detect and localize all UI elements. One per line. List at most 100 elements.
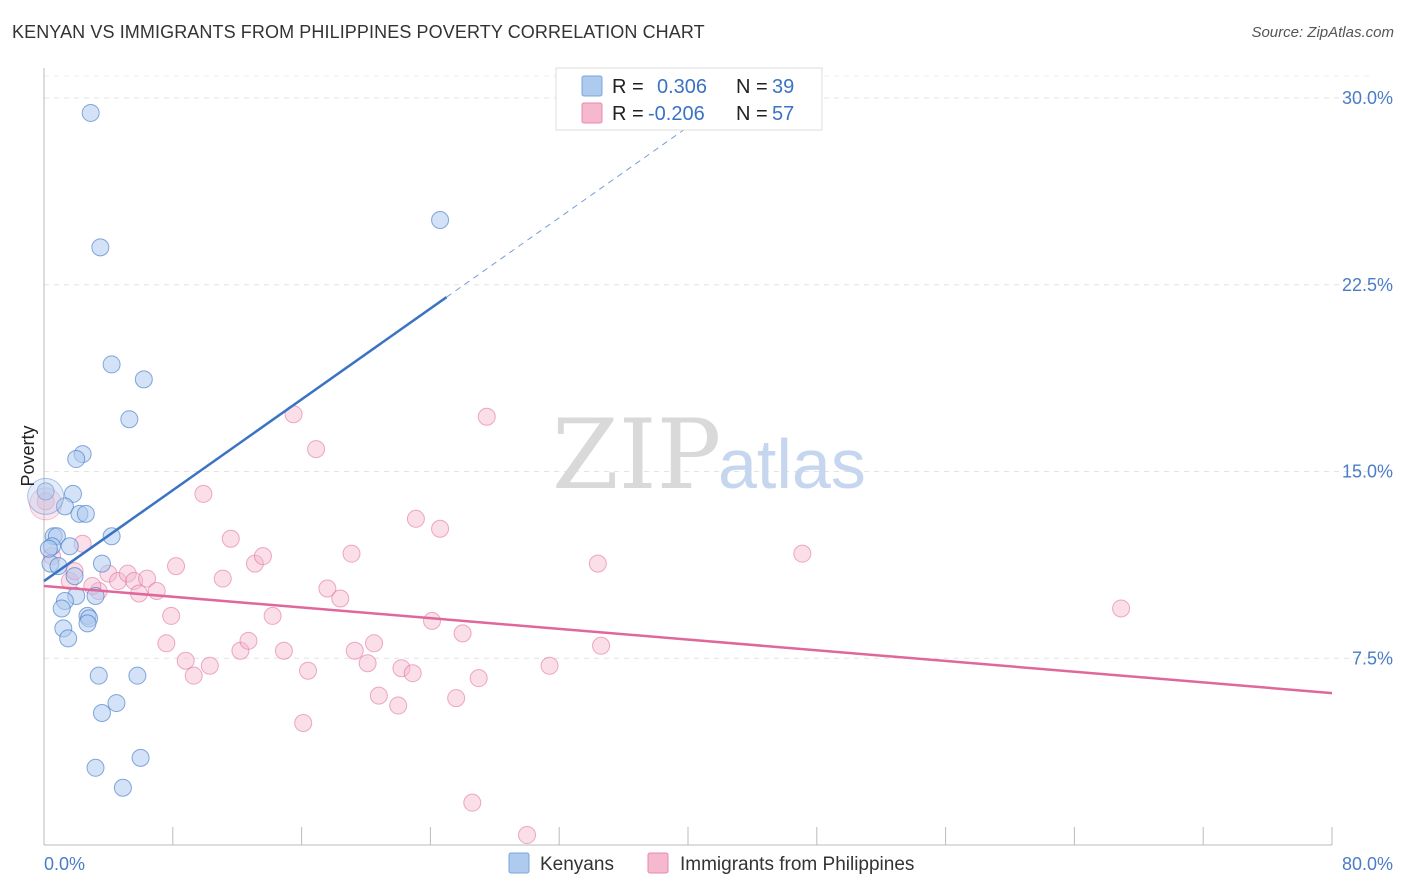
bottom-legend-label-kenyans: Kenyans <box>540 854 614 875</box>
data-point-philippines <box>118 564 137 583</box>
data-point-philippines <box>392 659 411 678</box>
data-point-kenyans <box>91 238 110 257</box>
watermark: ZIP atlas <box>552 399 866 511</box>
series-kenyans-points <box>27 103 450 797</box>
chart-title: KENYAN VS IMMIGRANTS FROM PHILIPPINES PO… <box>12 22 705 42</box>
data-point-kenyans <box>92 704 111 723</box>
data-point-philippines <box>263 606 282 625</box>
data-point-kenyans <box>55 497 74 516</box>
x-axis-ticks <box>43 827 1333 845</box>
data-point-kenyans <box>102 355 121 374</box>
legend-n-label-philippines: N = <box>736 103 768 125</box>
trend-line-kenyans <box>43 296 448 583</box>
data-point-kenyans <box>102 527 121 546</box>
bottom-legend-swatch-philippines <box>647 852 669 874</box>
data-point-philippines <box>447 689 466 708</box>
legend-swatch-philippines <box>581 102 603 124</box>
data-point-philippines <box>477 407 496 426</box>
data-point-kenyans <box>67 450 86 469</box>
data-point-kenyans-cluster <box>27 477 65 515</box>
y-tick-label: 7.5% <box>1352 648 1393 668</box>
data-point-kenyans <box>431 211 450 230</box>
data-point-philippines <box>423 611 442 630</box>
legend-r-value-kenyans: 0.306 <box>657 76 707 98</box>
data-point-kenyans <box>65 567 84 586</box>
legend-swatch-kenyans <box>581 75 603 97</box>
data-point-kenyans <box>92 554 111 573</box>
data-point-philippines <box>431 519 450 538</box>
watermark-zip: ZIP <box>552 399 721 511</box>
data-point-philippines <box>793 544 812 563</box>
data-point-kenyans <box>36 482 55 501</box>
data-point-kenyans <box>76 504 95 523</box>
y-axis-label: Poverty <box>18 425 38 486</box>
data-point-philippines <box>274 641 293 660</box>
data-point-philippines <box>331 589 350 608</box>
data-point-philippines <box>406 509 425 528</box>
data-point-kenyans <box>60 537 79 556</box>
data-point-philippines <box>162 606 181 625</box>
data-point-philippines <box>592 636 611 655</box>
data-point-philippines <box>109 572 128 591</box>
data-point-kenyans <box>107 694 126 713</box>
data-point-philippines <box>138 569 157 588</box>
data-point-philippines <box>167 557 186 576</box>
x-tick-label-min: 0.0% <box>44 854 85 874</box>
data-point-philippines <box>342 544 361 563</box>
data-point-philippines <box>389 696 408 715</box>
legend-r-value-philippines: -0.206 <box>648 103 705 125</box>
data-point-philippines <box>239 631 258 650</box>
data-point-philippines <box>299 661 318 680</box>
data-point-philippines <box>176 651 195 670</box>
watermark-atlas: atlas <box>718 425 866 503</box>
data-point-philippines <box>184 666 203 685</box>
data-point-kenyans <box>89 666 108 685</box>
data-point-philippines <box>453 624 472 643</box>
data-point-kenyans <box>120 410 139 429</box>
data-point-philippines <box>518 826 536 845</box>
data-point-kenyans <box>59 629 78 648</box>
data-point-kenyans <box>52 599 71 618</box>
data-point-philippines <box>307 440 326 459</box>
data-point-philippines <box>200 656 219 675</box>
bottom-legend-swatch-kenyans <box>508 852 530 874</box>
y-axis-tick-labels: 7.5% 15.0% 22.5% 30.0% <box>1342 88 1393 668</box>
data-point-philippines <box>469 669 488 688</box>
legend-r-label-philippines: R = <box>612 103 644 125</box>
trend-line-kenyans-extension <box>446 126 689 298</box>
correlation-legend: R = 0.306 N = 39 R = -0.206 N = 57 <box>555 67 823 131</box>
data-point-philippines <box>294 713 313 732</box>
data-point-kenyans <box>86 758 105 777</box>
series-legend: Kenyans Immigrants from Philippines <box>508 852 914 875</box>
y-tick-label: 15.0% <box>1342 462 1393 482</box>
data-point-philippines <box>318 579 337 598</box>
data-point-philippines <box>369 686 388 705</box>
data-point-philippines <box>345 641 364 660</box>
data-point-kenyans <box>131 748 150 767</box>
data-point-philippines <box>1112 599 1131 618</box>
data-point-kenyans <box>39 539 58 558</box>
data-point-philippines <box>194 484 213 503</box>
bottom-legend-label-philippines: Immigrants from Philippines <box>680 854 914 875</box>
chart-source: Source: ZipAtlas.com <box>1251 24 1394 41</box>
data-point-philippines <box>540 656 559 675</box>
data-point-philippines <box>253 547 272 566</box>
data-point-kenyans <box>78 614 97 633</box>
data-point-philippines <box>221 529 240 548</box>
data-point-philippines <box>588 554 607 573</box>
data-point-philippines <box>358 654 377 673</box>
data-point-kenyans <box>81 103 100 122</box>
trend-lines <box>43 126 1333 695</box>
x-tick-label-max: 80.0% <box>1342 854 1393 874</box>
grid-lines <box>44 75 1370 659</box>
legend-r-label-kenyans: R = <box>612 76 644 98</box>
data-point-kenyans <box>128 666 147 685</box>
legend-n-label-kenyans: N = <box>736 76 768 98</box>
data-point-philippines <box>403 664 422 683</box>
trend-line-philippines <box>43 584 1333 695</box>
data-point-philippines <box>365 634 384 653</box>
y-tick-label: 22.5% <box>1342 275 1393 295</box>
data-point-kenyans <box>134 370 153 389</box>
legend-n-value-kenyans: 39 <box>772 76 794 98</box>
